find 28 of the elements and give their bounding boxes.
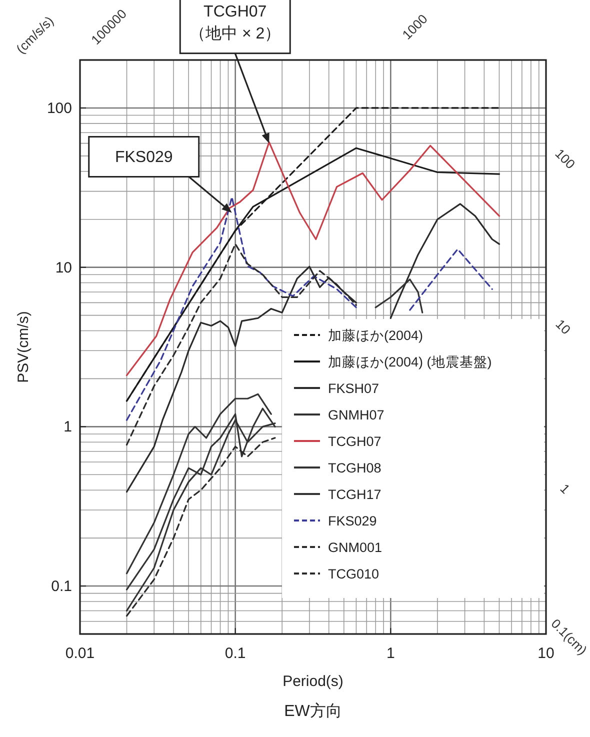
legend-label: TCGH07 (328, 434, 382, 449)
y-tick-label: 1 (64, 418, 72, 436)
x-axis-title: Period(s) (282, 673, 344, 690)
legend-label: GNMH07 (328, 408, 384, 422)
y-axis-title: PSV(cm/s) (15, 311, 32, 383)
legend-label: TCG010 (328, 566, 380, 582)
legend-label: FKSH07 (328, 381, 380, 396)
legend-label: 加藤ほか(2004) (328, 328, 424, 343)
x-tick-label: 0.1 (224, 645, 246, 662)
annotation: FKS029 (114, 148, 173, 166)
legend-label: 加藤ほか(2004) (地震基盤) (328, 354, 492, 370)
x-tick-label: 0.01 (65, 645, 95, 662)
legend-label: TCGH08 (328, 460, 382, 476)
legend-label: FKS029 (328, 514, 377, 528)
annotation: TCGH07 （地中 × 2） (190, 3, 281, 42)
text: 10 (552, 316, 574, 338)
legend-label: TCGH17 (328, 487, 382, 502)
callout: FKS029 (88, 136, 232, 213)
x-tick-label: 1 (386, 645, 395, 662)
text: 100 (552, 146, 578, 172)
x-tick-label: 10 (538, 645, 554, 662)
legend-label: GNM001 (328, 540, 382, 555)
y-tick-label: 100 (46, 100, 72, 117)
callout: TCGH07 （地中 × 2） (179, 0, 291, 144)
y-tick-label: 10 (55, 259, 72, 276)
text: EW方向 (284, 702, 342, 720)
text: 1 (557, 480, 574, 497)
y-tick-label: 0.1 (51, 578, 72, 596)
